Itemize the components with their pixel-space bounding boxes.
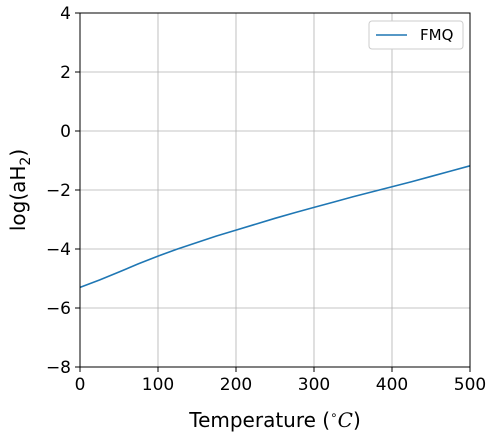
x-tick-label: 100 (142, 375, 174, 395)
y-tick-label: 4 (60, 4, 71, 24)
legend: FMQ (369, 21, 463, 49)
x-tick-label: 300 (298, 375, 330, 395)
y-tick-label: −6 (46, 299, 71, 319)
x-axis-label-unit: C (338, 408, 353, 432)
x-tick-label: 400 (376, 375, 408, 395)
y-tick-label: 2 (60, 63, 71, 83)
x-axis-label-degree: ∘ (330, 408, 338, 422)
y-tick-label: −2 (46, 181, 71, 201)
x-tick-label: 0 (75, 375, 86, 395)
y-tick-label: 0 (60, 122, 71, 142)
x-tick-label: 500 (454, 375, 486, 395)
x-tick-label: 200 (220, 375, 252, 395)
y-tick-label: −8 (46, 358, 71, 378)
y-axis-label-subscript: 2 (18, 157, 34, 166)
y-tick-label: −4 (46, 240, 71, 260)
legend-label-fmq: FMQ (420, 26, 453, 44)
